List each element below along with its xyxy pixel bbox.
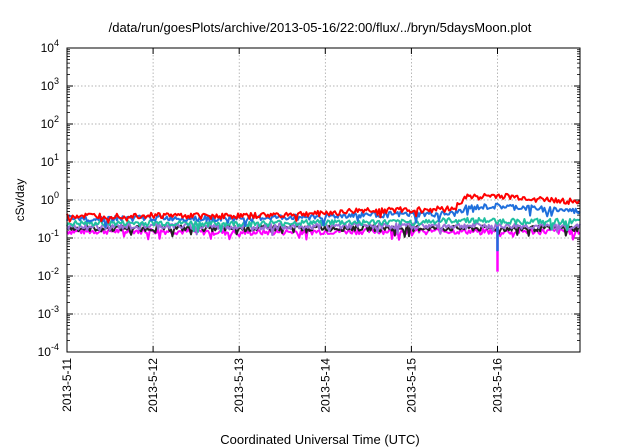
y-tick-label: 10-4 — [38, 342, 59, 359]
y-tick-label: 104 — [41, 38, 59, 55]
series-line — [66, 192, 581, 224]
x-tick-label: 2013-5-15 — [404, 358, 418, 413]
x-tick-label: 2013-5-13 — [232, 358, 246, 413]
y-tick-label: 101 — [41, 152, 59, 169]
y-tick-label: 10-2 — [38, 266, 59, 283]
x-tick-label: 2013-5-14 — [318, 358, 332, 413]
y-tick-label: 10-3 — [38, 304, 59, 321]
x-tick-label: 2013-5-16 — [490, 358, 504, 413]
y-tick-label: 102 — [41, 114, 59, 131]
y-tick-label: 103 — [41, 76, 59, 93]
y-axis-label: cSv/day — [13, 178, 27, 222]
x-axis-label: Coordinated Universal Time (UTC) — [220, 432, 420, 447]
x-tick-label: 2013-5-11 — [60, 358, 74, 412]
x-tick-label: 2013-5-12 — [146, 358, 160, 413]
plot-frame — [66, 47, 581, 353]
series-line — [66, 202, 581, 229]
y-tick-label: 100 — [41, 190, 59, 207]
chart-title: /data/run/goesPlots/archive/2013-05-16/2… — [108, 20, 532, 35]
y-tick-label: 10-1 — [38, 228, 59, 245]
